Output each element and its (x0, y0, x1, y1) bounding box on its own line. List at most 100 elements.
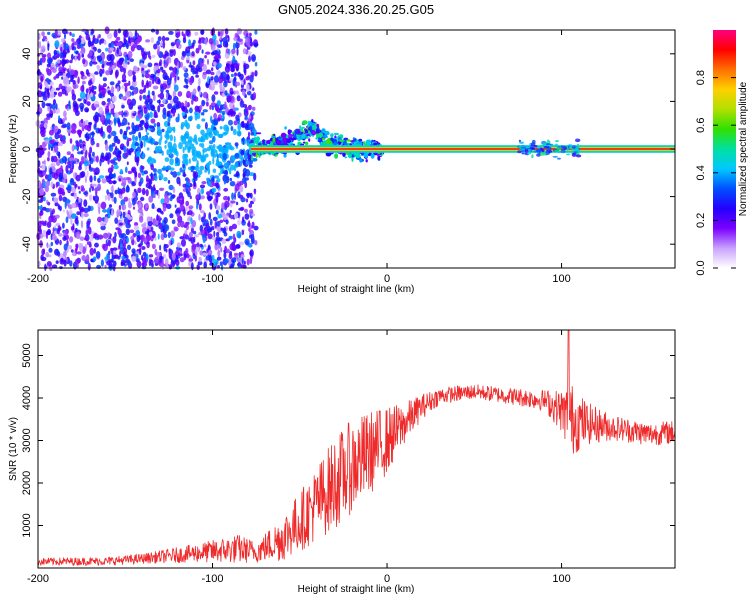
noise-speckle (91, 185, 95, 192)
ridge-blob (318, 137, 321, 142)
noise-speckle (124, 30, 129, 38)
noise-speckle (223, 187, 229, 192)
noise-speckle (197, 85, 201, 92)
noise-speckle (57, 187, 63, 195)
noise-speckle (249, 41, 254, 47)
noise-speckle (137, 187, 142, 194)
noise-speckle (199, 62, 204, 67)
noise-speckle (132, 134, 135, 142)
noise-speckle (217, 249, 221, 258)
burst-blob (533, 144, 538, 148)
noise-speckle (237, 262, 241, 267)
noise-speckle (211, 94, 216, 103)
noise-speckle (50, 62, 55, 68)
noise-speckle (208, 131, 213, 138)
noise-speckle (103, 155, 109, 161)
noise-speckle (76, 251, 82, 255)
noise-speckle (116, 86, 120, 93)
noise-speckle (129, 229, 135, 234)
noise-speckle (232, 233, 236, 241)
noise-speckle (123, 82, 129, 87)
noise-speckle (218, 76, 224, 84)
ridge-blob (311, 119, 314, 123)
noise-speckle (210, 76, 214, 81)
noise-speckle (46, 221, 52, 228)
noise-speckle (197, 260, 203, 266)
noise-speckle (61, 38, 65, 43)
noise-speckle (116, 209, 122, 217)
noise-speckle (191, 150, 195, 157)
noise-speckle (108, 213, 111, 219)
snr-plot-frame (37, 329, 676, 569)
noise-speckle (49, 139, 55, 144)
ridge-blob (255, 132, 262, 135)
noise-speckle (171, 219, 176, 225)
noise-speckle (245, 33, 249, 38)
noise-speckle (179, 167, 183, 173)
noise-speckle (110, 174, 116, 178)
noise-speckle (242, 167, 247, 175)
noise-speckle (159, 187, 165, 191)
noise-speckle (185, 29, 191, 37)
noise-speckle (148, 185, 153, 190)
noise-speckle (140, 140, 144, 149)
noise-speckle (216, 62, 222, 69)
noise-speckle (250, 131, 255, 136)
noise-speckle (45, 85, 51, 89)
noise-speckle (112, 180, 117, 184)
noise-speckle (166, 93, 169, 99)
noise-speckle (160, 134, 163, 141)
noise-speckle (206, 191, 211, 196)
noise-speckle (110, 264, 113, 268)
noise-speckle (85, 135, 90, 142)
noise-speckle (181, 239, 186, 247)
noise-speckle (76, 129, 83, 135)
noise-speckle (72, 223, 75, 231)
noise-speckle (184, 229, 188, 235)
snr-axes: -200 -100 0 100 1000 2000 3000 4000 5000 (21, 330, 675, 585)
noise-speckle (84, 119, 89, 126)
noise-speckle (187, 216, 192, 221)
burst-blob (545, 149, 548, 152)
noise-speckle (126, 147, 129, 155)
ridge-blob (256, 136, 260, 142)
noise-speckle (182, 146, 185, 154)
noise-speckle (71, 93, 77, 101)
noise-speckle (127, 61, 130, 65)
ridge-blob (338, 141, 342, 145)
noise-speckle (177, 76, 180, 81)
noise-speckle (154, 248, 158, 256)
noise-speckle (211, 51, 215, 56)
noise-speckle (151, 157, 156, 164)
noise-speckle (242, 48, 247, 55)
noise-speckle (51, 67, 57, 73)
noise-speckle (222, 132, 228, 136)
noise-speckle (234, 212, 239, 220)
noise-speckle (102, 243, 108, 252)
noise-speckle (243, 108, 247, 113)
noise-speckle (217, 264, 220, 269)
snr-series-line (37, 329, 676, 567)
noise-speckle (85, 229, 89, 236)
noise-speckle (46, 113, 52, 118)
ridge-blob (295, 129, 299, 133)
noise-speckle (199, 104, 203, 111)
noise-speckle (112, 250, 117, 256)
noise-speckle (181, 50, 186, 57)
noise-speckle (134, 135, 139, 142)
noise-speckle (231, 155, 236, 160)
y-tick-label: -40 (21, 236, 33, 252)
noise-speckle (141, 262, 148, 267)
noise-speckle (86, 223, 89, 230)
noise-speckle (248, 114, 251, 120)
noise-speckle (147, 62, 153, 68)
noise-speckle (182, 66, 187, 71)
burst-blob (555, 140, 559, 142)
noise-speckle (224, 169, 229, 177)
noise-speckle (141, 70, 146, 75)
noise-speckle (65, 165, 69, 173)
noise-speckle (127, 244, 131, 250)
noise-speckle (235, 244, 241, 249)
noise-speckle (87, 205, 91, 212)
noise-speckle (102, 209, 108, 213)
